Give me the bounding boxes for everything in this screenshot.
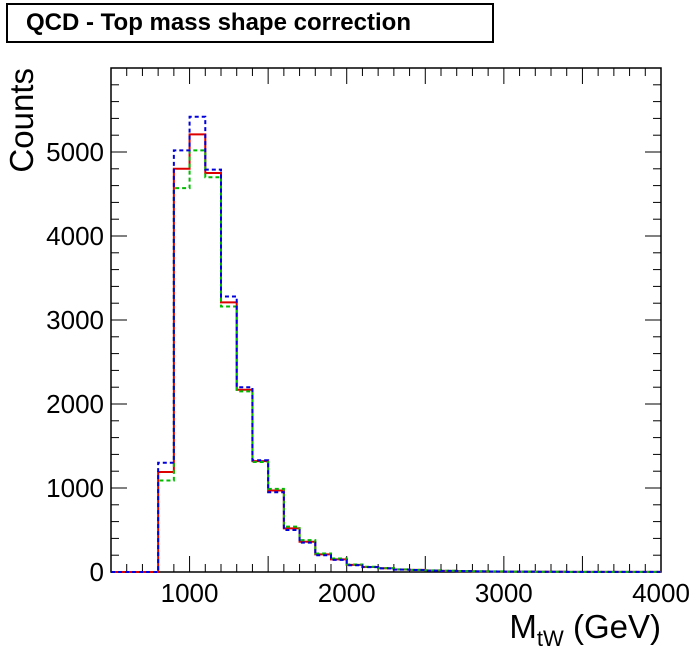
x-axis-title-unit: (GeV) <box>564 608 661 645</box>
x-tick-label: 1000 <box>161 578 219 608</box>
y-axis-title: Counts <box>3 68 40 173</box>
y-tick-label: 4000 <box>46 221 104 251</box>
chart-title: QCD - Top mass shape correction <box>26 9 411 36</box>
axis-ticks <box>110 67 662 573</box>
x-tick-label: 2000 <box>318 578 376 608</box>
x-axis-title: MtW (GeV) <box>509 608 661 651</box>
x-axis-title-sub: tW <box>537 626 564 651</box>
histogram-series-2 <box>111 149 661 573</box>
y-tick-label: 0 <box>90 557 104 587</box>
series-layer <box>111 115 661 573</box>
y-tick-label: 3000 <box>46 305 104 335</box>
plot-frame <box>110 67 662 573</box>
chart-title-box: QCD - Top mass shape correction <box>6 3 494 43</box>
y-tick-label: 5000 <box>46 137 104 167</box>
histogram-series-1 <box>111 133 661 573</box>
x-axis-title-main: M <box>509 608 537 645</box>
x-tick-label: 3000 <box>475 578 533 608</box>
y-tick-label: 1000 <box>46 473 104 503</box>
y-tick-label: 2000 <box>46 389 104 419</box>
tick-labels: 1000 2000 3000 4000 0 1000 2000 3000 4000 5000 <box>46 137 690 608</box>
histogram-series-3 <box>111 115 661 573</box>
x-tick-label: 4000 <box>632 578 690 608</box>
